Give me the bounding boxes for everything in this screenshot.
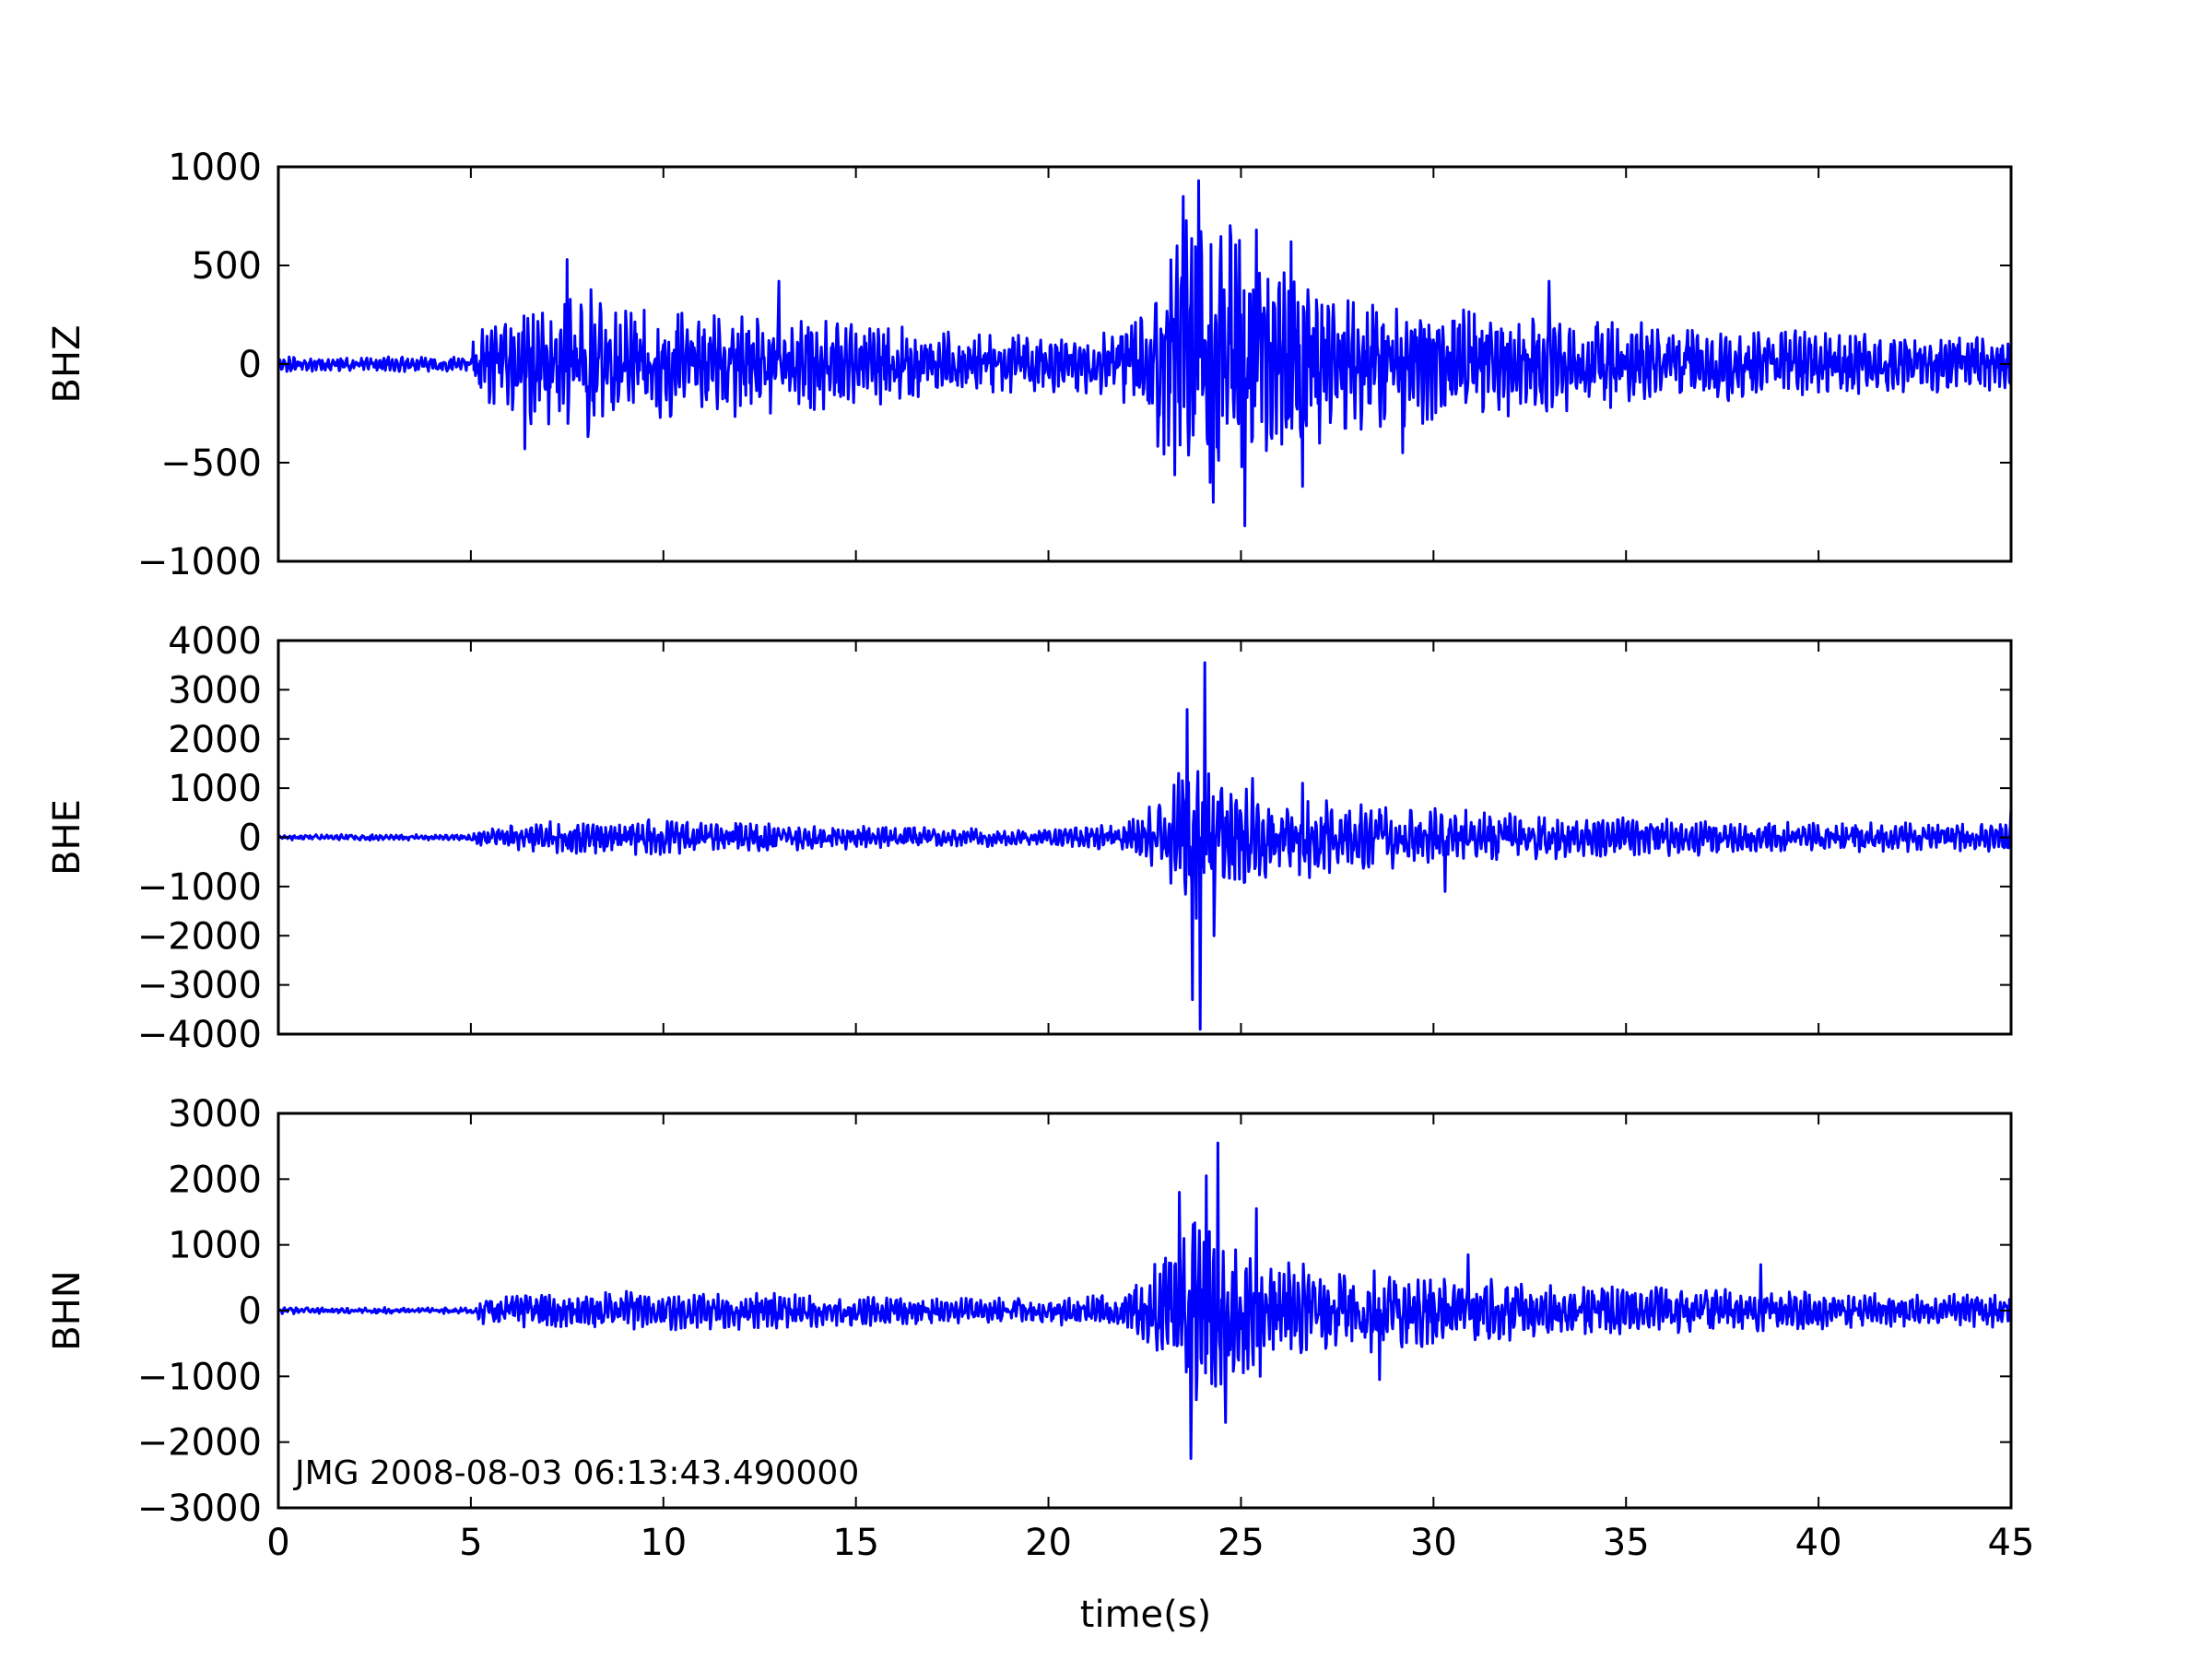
waveform-trace: [278, 1141, 2011, 1460]
x-tick-label: 15: [832, 1522, 879, 1564]
y-tick-label: 0: [239, 818, 262, 860]
bhe-panel: 4000 3000 2000 1000 0 −1000 −2000 −3000 −4000 BHE: [46, 620, 2013, 1056]
y-tick-label: 4000: [168, 620, 262, 663]
y-tick-label: 3000: [168, 1093, 262, 1135]
y-tick-label: 1000: [168, 768, 262, 810]
station-timestamp-annotation: JMG 2008-08-03 06:13:43.490000: [293, 1454, 859, 1492]
channel-axis-label: BHE: [46, 799, 88, 876]
x-tick-label: 40: [1795, 1522, 1842, 1564]
channel-axis-label: BHZ: [46, 325, 88, 404]
y-tick-label: 500: [192, 245, 262, 288]
x-tick-label: 35: [1603, 1522, 1650, 1564]
y-tick-label: −1000: [137, 541, 262, 583]
x-tick-label: 20: [1025, 1522, 1072, 1564]
x-tick-label: 0: [266, 1522, 289, 1564]
y-tick-label: −3000: [137, 1488, 262, 1530]
x-tick-label: 30: [1410, 1522, 1457, 1564]
y-tick-label: 1000: [168, 147, 262, 189]
y-tick-label: −3000: [137, 965, 262, 1007]
channel-axis-label: BHN: [46, 1270, 88, 1350]
x-axis-label: time(s): [1080, 1594, 1211, 1636]
bhn-panel: 3000 2000 1000 0 −1000 −2000 −3000 BHN: [46, 1093, 2013, 1530]
y-tick-label: −1000: [137, 1356, 262, 1398]
y-tick-label: 0: [239, 1290, 262, 1333]
y-tick-label: −1000: [137, 866, 262, 909]
bhz-panel: 1000 500 0 −500 −1000 BHZ: [46, 147, 2013, 583]
y-tick-label: −4000: [137, 1014, 262, 1056]
y-tick-label: 3000: [168, 669, 262, 712]
y-tick-label: 1000: [168, 1225, 262, 1267]
waveform-trace: [278, 661, 2011, 1031]
waveform-trace: [278, 179, 2011, 527]
y-tick-label: 2000: [168, 1159, 262, 1201]
y-tick-label: −2000: [137, 915, 262, 958]
y-tick-label: −500: [160, 442, 262, 485]
x-tick-label: 10: [640, 1522, 687, 1564]
y-tick-label: 2000: [168, 719, 262, 761]
x-tick-label: 45: [1988, 1522, 2035, 1564]
x-tick-label: 5: [459, 1522, 482, 1564]
y-tick-label: 0: [239, 344, 262, 386]
x-axis-ticks: 0 5 10 15 20 25 30 35 40 45: [266, 1522, 2034, 1564]
y-tick-label: −2000: [137, 1422, 262, 1465]
x-tick-label: 25: [1218, 1522, 1265, 1564]
